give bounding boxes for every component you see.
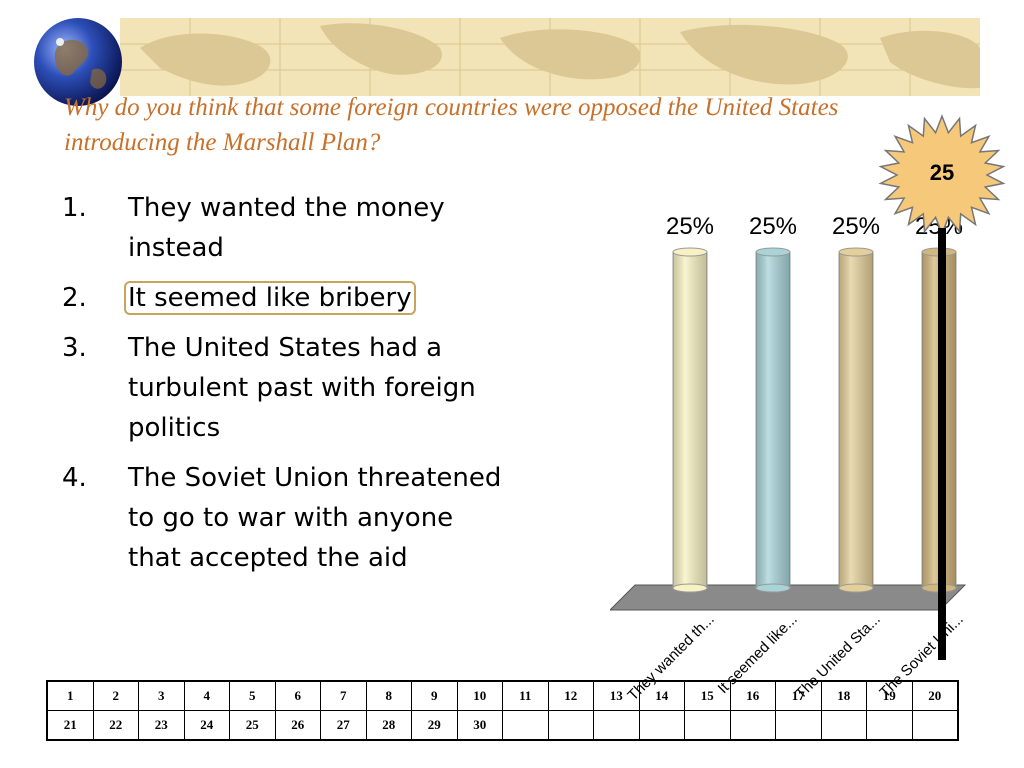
responder-cell	[547, 710, 594, 741]
responder-cell	[820, 710, 867, 741]
responder-cell: 11	[502, 680, 549, 711]
chart-data-label-1: 25%	[666, 213, 714, 240]
responder-cell: 3	[138, 680, 185, 711]
responder-cell	[502, 710, 549, 741]
responder-cell	[593, 710, 640, 741]
responder-cell: 20	[911, 680, 959, 711]
responder-cell	[684, 710, 731, 741]
responder-cell	[866, 710, 913, 741]
answer-text: The Soviet Union threatened to go to war…	[128, 463, 502, 573]
answer-number: 3.	[62, 333, 87, 363]
answer-number: 2.	[62, 283, 87, 313]
answer-option-1[interactable]: 1. They wanted the money instead	[62, 188, 512, 268]
responder-cell: 15	[684, 680, 731, 711]
responder-cell: 30	[456, 710, 503, 741]
answer-text: They wanted the money instead	[128, 193, 445, 263]
countdown-pole	[938, 228, 946, 660]
answer-option-3[interactable]: 3. The United States had a turbulent pas…	[62, 328, 512, 448]
chart-bar-1	[672, 247, 708, 593]
responder-cell: 29	[411, 710, 458, 741]
responder-cell: 28	[365, 710, 412, 741]
responder-cell: 26	[274, 710, 321, 741]
responder-cell: 9	[411, 680, 458, 711]
answer-option-2[interactable]: 2. It seemed like bribery	[62, 278, 512, 318]
responder-cell: 19	[866, 680, 913, 711]
responder-cell: 14	[638, 680, 685, 711]
globe-icon	[34, 18, 122, 106]
answer-option-4[interactable]: 4. The Soviet Union threatened to go to …	[62, 458, 512, 578]
responder-cell: 17	[775, 680, 822, 711]
responder-cell: 13	[593, 680, 640, 711]
responder-cell	[911, 710, 959, 741]
responder-cell: 5	[229, 680, 276, 711]
responder-cell	[775, 710, 822, 741]
answer-list: 1. They wanted the money instead 2. It s…	[62, 188, 512, 588]
responder-cell	[638, 710, 685, 741]
responder-cell: 22	[92, 710, 139, 741]
world-map-banner	[120, 18, 980, 96]
answer-text: The United States had a turbulent past w…	[128, 333, 476, 443]
responder-row: 21 22 23 24 25 26 27 28 29 30	[46, 710, 959, 741]
chart-data-label-3: 25%	[832, 213, 880, 240]
responder-cell: 1	[46, 680, 94, 711]
answer-text: It seemed like bribery	[124, 281, 416, 315]
question-text: Why do you think that some foreign count…	[64, 94, 839, 156]
response-bar-chart: 25%25%25%25% They wanted th...It seemed …	[610, 213, 967, 704]
responder-cell: 8	[365, 680, 412, 711]
answer-number: 4.	[62, 463, 87, 493]
responder-cell: 6	[274, 680, 321, 711]
chart-data-label-2: 25%	[749, 213, 797, 240]
chart-bar-3	[838, 247, 874, 593]
responder-cell: 25	[229, 710, 276, 741]
responder-row: 1 2 3 4 5 6 7 8 9 10 11 12 13 14 15 16 17 18 19 20	[46, 680, 959, 711]
responder-cell: 21	[46, 710, 94, 741]
answer-number: 1.	[62, 193, 87, 223]
responder-cell: 27	[320, 710, 367, 741]
responder-cell: 2	[92, 680, 139, 711]
responder-cell: 4	[183, 680, 230, 711]
responder-cell: 24	[183, 710, 230, 741]
responder-cell: 23	[138, 710, 185, 741]
responder-cell: 7	[320, 680, 367, 711]
responder-cell: 12	[547, 680, 594, 711]
responder-cell: 16	[729, 680, 776, 711]
chart-bar-2	[755, 247, 791, 593]
responder-grid: 1 2 3 4 5 6 7 8 9 10 11 12 13 14 15 16 17 18 19 20 21 22 23 24 2…	[46, 680, 959, 741]
responder-cell: 10	[456, 680, 503, 711]
responder-cell: 18	[820, 680, 867, 711]
countdown-timer-value: 25	[929, 160, 955, 185]
responder-cell	[729, 710, 776, 741]
world-map-graphic	[120, 18, 980, 96]
